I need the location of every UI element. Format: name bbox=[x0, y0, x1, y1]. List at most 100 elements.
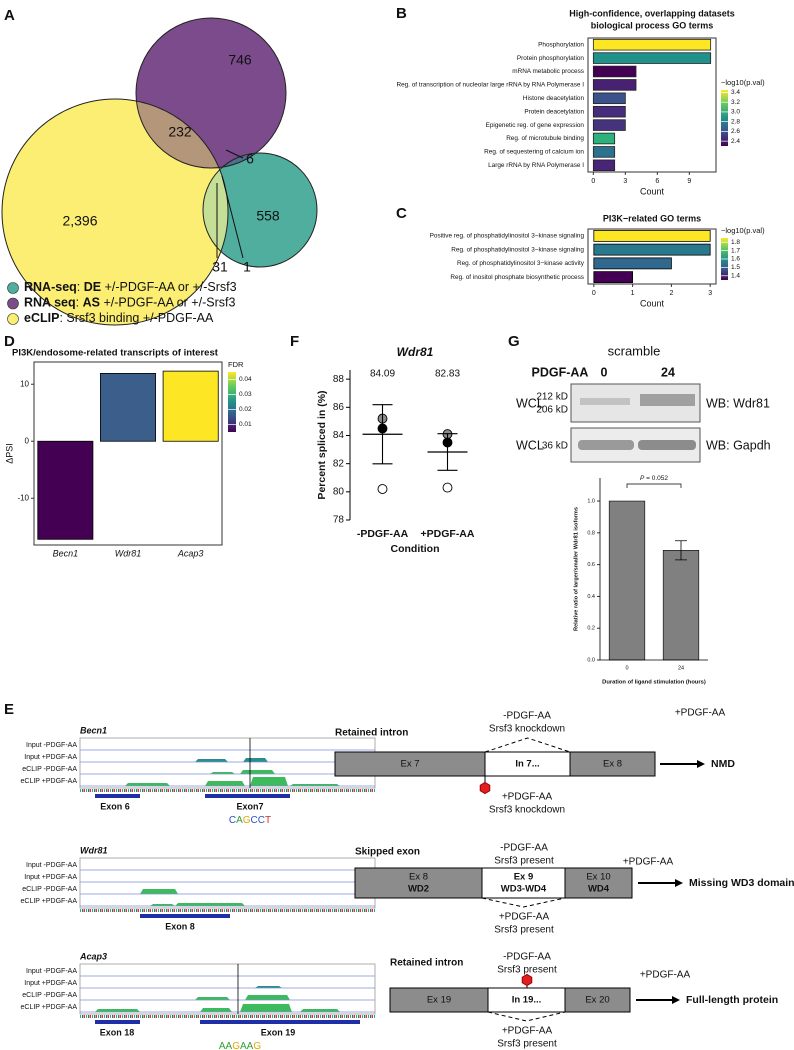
x-tick-label: 0 bbox=[592, 290, 596, 297]
exon-box bbox=[354, 867, 483, 899]
outcome: Full-length protein bbox=[686, 994, 778, 1006]
exon-label: Exon 6 bbox=[100, 801, 130, 811]
coverage bbox=[250, 777, 288, 786]
condition-label: Srsf3 knockdown bbox=[489, 805, 565, 816]
legend-text: RNA-seq bbox=[24, 280, 77, 294]
blot-antibody: WB: Wdr81 bbox=[706, 396, 770, 410]
venn-count: 558 bbox=[256, 208, 280, 224]
annotation: P = 0.052 bbox=[640, 475, 668, 482]
track-box bbox=[79, 737, 376, 789]
leader-line bbox=[225, 149, 244, 159]
panel-label: G bbox=[508, 333, 520, 350]
venn-count: 6 bbox=[246, 151, 254, 167]
venn-leaders bbox=[216, 149, 244, 259]
nucleotide: C bbox=[229, 815, 236, 826]
y-tick-label: Reg. of inositol phosphate biosynthetic … bbox=[450, 274, 584, 281]
track-gene: Becn1 bbox=[80, 725, 107, 735]
track-label: Input -PDGF-AA bbox=[26, 862, 77, 869]
intron-box bbox=[481, 867, 566, 899]
y-tick-label: 88 bbox=[333, 374, 345, 385]
coverage bbox=[175, 903, 245, 906]
splice-path bbox=[484, 737, 571, 753]
x-tick-label: -PDGF-AA bbox=[357, 528, 409, 540]
chart-title: biological process GO terms bbox=[591, 20, 714, 30]
colorbar bbox=[228, 372, 236, 432]
gene-model bbox=[95, 794, 140, 798]
x-axis-label: Condition bbox=[391, 543, 440, 555]
colorbar-tick-label: 1.8 bbox=[731, 239, 740, 246]
significance-bracket bbox=[626, 483, 682, 488]
bar bbox=[593, 257, 672, 270]
venn: 746 232 6 2,396 558 31 1 bbox=[1, 17, 318, 326]
colorbar-tick-label: 3.4 bbox=[731, 89, 740, 96]
x-axis-label: Count bbox=[640, 186, 665, 196]
bar bbox=[592, 146, 616, 158]
box-label: Ex 7 bbox=[400, 759, 419, 770]
blot-band bbox=[640, 394, 695, 406]
event-type: Retained intron bbox=[390, 958, 463, 969]
nucleotide: G bbox=[243, 815, 251, 826]
venn-count: 1 bbox=[243, 259, 251, 275]
track-label: Input +PDGF-AA bbox=[24, 874, 77, 881]
gene-model bbox=[200, 1020, 360, 1024]
nucleotide: G bbox=[253, 1041, 261, 1050]
track-label: Input -PDGF-AA bbox=[26, 968, 77, 975]
y-tick-label: Reg. of microtubule binding bbox=[506, 135, 584, 142]
panel-label: F bbox=[290, 333, 299, 350]
track-label: Input +PDGF-AA bbox=[24, 754, 77, 761]
colorbar-tick-label: 2.4 bbox=[731, 138, 740, 145]
splice-path bbox=[481, 897, 566, 908]
venn-outline bbox=[202, 152, 318, 268]
coverage bbox=[140, 889, 178, 894]
y-tick-label: mRNA metabolic process bbox=[512, 68, 584, 75]
blot-title: scramble bbox=[608, 343, 661, 358]
condition-label: +PDGF-AA bbox=[675, 708, 726, 719]
nucleotide: A bbox=[240, 1041, 247, 1050]
gene-model bbox=[205, 794, 290, 798]
bar bbox=[592, 92, 626, 105]
exon-label: Exon 8 bbox=[165, 921, 195, 931]
event-type: Retained intron bbox=[335, 728, 408, 739]
y-tick-label: 86 bbox=[333, 402, 345, 413]
data-point bbox=[377, 484, 388, 494]
y-tick-label: 0.0 bbox=[587, 657, 595, 663]
bar bbox=[592, 159, 616, 172]
chart-title: PI3K/endosome-related transcripts of int… bbox=[12, 348, 219, 359]
colorbar-tick-label: 0.03 bbox=[239, 391, 252, 398]
western-blot: scramble PDGF-AA 0 24 WCL 212 kD 206 kD … bbox=[516, 343, 771, 463]
coverage bbox=[125, 783, 170, 786]
bar bbox=[592, 79, 637, 91]
x-tick-label: 0 bbox=[625, 665, 628, 671]
splice-path bbox=[487, 1011, 566, 1022]
blot-antibody: WB: Gapdh bbox=[706, 438, 771, 452]
event-type: Skipped exon bbox=[355, 847, 420, 858]
sequence: AAGAAG bbox=[219, 1041, 261, 1050]
x-tick-label: 9 bbox=[687, 178, 691, 185]
box-label: In 19... bbox=[512, 995, 542, 1006]
bar bbox=[662, 550, 700, 661]
bar bbox=[593, 243, 711, 256]
blot-sample: WCL bbox=[516, 438, 544, 452]
legend-text: DE bbox=[84, 280, 101, 294]
y-tick-label: -10 bbox=[17, 493, 29, 502]
y-tick-label: 0.8 bbox=[587, 530, 595, 536]
legend-label: RNA-seq: DE +/-PDGF-AA or +/-Srsf3 bbox=[24, 280, 237, 294]
x-axis-label: Count bbox=[640, 298, 665, 308]
bar bbox=[592, 52, 712, 64]
y-tick-label: 0.2 bbox=[587, 626, 595, 632]
sequence-stripe bbox=[80, 789, 375, 792]
track-label: Input -PDGF-AA bbox=[26, 742, 77, 749]
plot-frame bbox=[33, 361, 223, 546]
outcome: NMD bbox=[711, 758, 735, 770]
blot-lane: 24 bbox=[661, 365, 675, 379]
colorbar-tick-label: 0.02 bbox=[239, 406, 252, 413]
legend-swatch bbox=[7, 297, 19, 310]
x-tick-label: 0 bbox=[591, 178, 595, 185]
condition-label: -PDGF-AA bbox=[503, 711, 551, 722]
legend-swatch bbox=[7, 313, 19, 325]
plot-frame bbox=[587, 228, 717, 285]
x-tick-label: 24 bbox=[678, 665, 684, 671]
colorbar-tick-label: 1.4 bbox=[731, 273, 740, 280]
